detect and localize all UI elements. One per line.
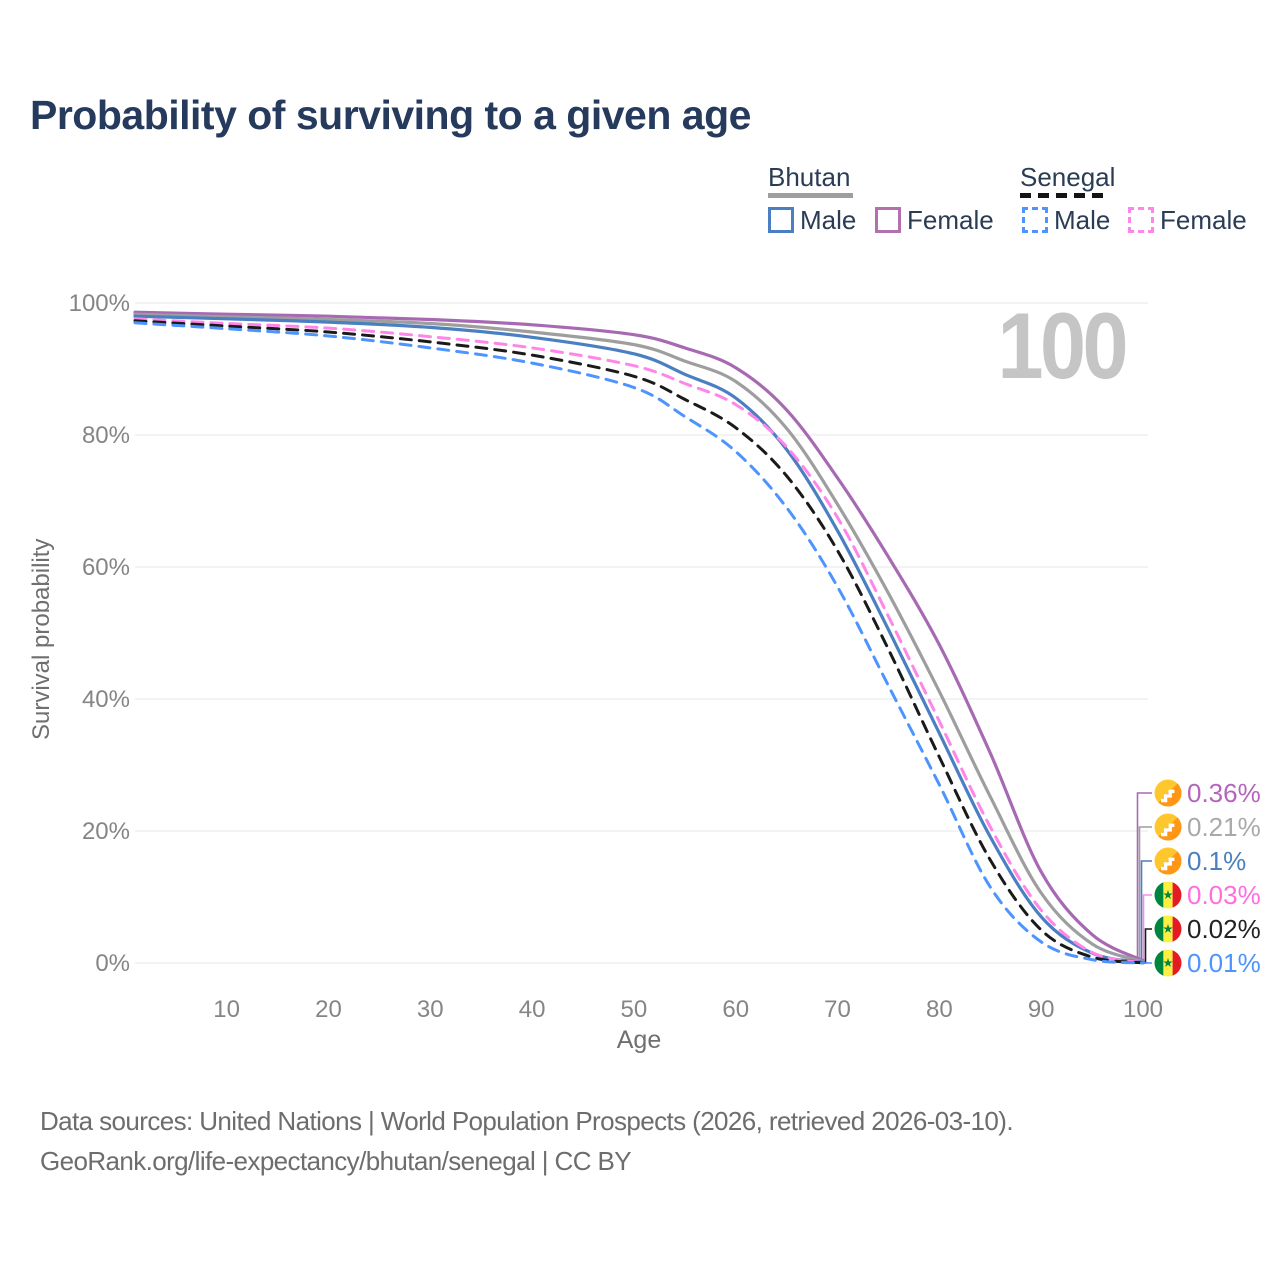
legend-label: Female [907, 204, 994, 235]
end-label-connector-senegal [1143, 928, 1152, 964]
y-tick-0: 0% [95, 950, 130, 977]
x-tick-80: 80 [926, 996, 953, 1023]
series-line-senegal-female[interactable] [133, 317, 1145, 965]
legend-item-senegal-male[interactable]: Male [1022, 204, 1111, 235]
y-tick-100: 100% [68, 290, 130, 317]
legend-label: Female [1160, 204, 1247, 235]
end-label-bhutan-female[interactable]: 0.36% [1154, 777, 1261, 808]
y-tick-20: 20% [81, 818, 130, 845]
x-tick-40: 40 [518, 996, 546, 1023]
end-label-bhutan[interactable]: 0.21% [1154, 811, 1261, 842]
end-label-bhutan-male[interactable]: 0.1% [1154, 845, 1247, 876]
x-tick-70: 70 [824, 996, 851, 1023]
bhutan-flag-icon [1154, 847, 1182, 875]
end-label-value: 0.36% [1187, 777, 1261, 808]
chart-title: Probability of surviving to a given age [30, 92, 751, 138]
end-label-senegal[interactable]: 0.02% [1154, 913, 1261, 944]
senegal-female-swatch-icon [1128, 207, 1154, 233]
y-tick-40: 40% [81, 686, 130, 713]
x-tick-100: 100 [1122, 996, 1164, 1023]
series-line-bhutan-male[interactable] [133, 314, 1145, 964]
y-tick-60: 60% [81, 554, 130, 581]
end-label-value: 0.02% [1187, 913, 1261, 944]
series-line-senegal-male[interactable] [133, 321, 1145, 965]
x-tick-30: 30 [416, 996, 444, 1023]
senegal-line-style-swatch-icon [1020, 193, 1108, 198]
senegal-flag-icon [1154, 949, 1182, 977]
end-label-value: 0.21% [1187, 811, 1261, 842]
legend-country-bhutan[interactable]: Bhutan [768, 162, 851, 192]
x-tick-60: 60 [722, 996, 750, 1023]
legend-label: Male [800, 204, 857, 235]
legend-country-senegal[interactable]: Senegal [1020, 162, 1116, 192]
bhutan-female-swatch-icon [875, 207, 901, 233]
legend-item-senegal-female[interactable]: Female [1128, 204, 1247, 235]
end-label-value: 0.1% [1187, 845, 1247, 876]
footer-attribution: GeoRank.org/life-expectancy/bhutan/seneg… [40, 1146, 632, 1176]
series-line-senegal[interactable] [133, 319, 1145, 965]
y-tick-80: 80% [81, 422, 130, 449]
bhutan-male-swatch-icon [768, 207, 794, 233]
legend-item-bhutan-male[interactable]: Male [768, 204, 857, 235]
legend-label: Male [1054, 204, 1111, 235]
bhutan-flag-icon [1154, 813, 1182, 841]
x-tick-20: 20 [315, 996, 342, 1023]
footer-data-sources: Data sources: United Nations | World Pop… [40, 1106, 1014, 1136]
bhutan-line-style-swatch-icon [768, 193, 853, 198]
age-watermark: 100 [997, 293, 1129, 398]
end-label-senegal-male[interactable]: 0.01% [1154, 947, 1261, 978]
series-line-bhutan-female[interactable] [133, 310, 1145, 963]
x-tick-90: 90 [1027, 996, 1055, 1023]
x-axis-title: Age [616, 1026, 662, 1054]
end-label-value: 0.03% [1187, 879, 1261, 910]
legend-item-bhutan-female[interactable]: Female [875, 204, 994, 235]
end-label-value: 0.01% [1187, 947, 1261, 978]
x-tick-50: 50 [620, 996, 648, 1023]
bhutan-flag-icon [1154, 779, 1182, 807]
x-tick-10: 10 [213, 996, 240, 1023]
senegal-flag-icon [1154, 881, 1182, 909]
series-line-bhutan[interactable] [133, 312, 1145, 964]
senegal-flag-icon [1154, 915, 1182, 943]
senegal-male-swatch-icon [1022, 207, 1048, 233]
end-label-senegal-female[interactable]: 0.03% [1154, 879, 1261, 910]
